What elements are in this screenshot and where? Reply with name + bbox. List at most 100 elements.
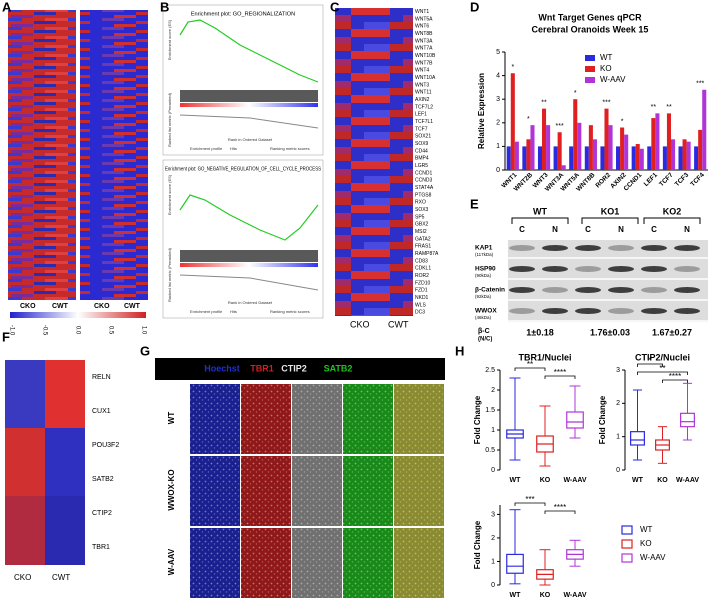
label: (46kDa): [475, 315, 492, 320]
enrichment-curve: [179, 19, 319, 83]
bar: [647, 146, 652, 170]
heatmap: [8, 10, 76, 300]
label: 1.67±0.27: [652, 327, 692, 337]
label: CWT: [124, 303, 141, 310]
label: Enrichment score (ES): [167, 174, 172, 215]
label: Fold Change: [473, 520, 482, 569]
band: [542, 308, 568, 314]
micrograph-texture: [190, 456, 240, 526]
label: *: [574, 90, 577, 97]
label: CWT: [388, 319, 409, 329]
band: [542, 266, 568, 272]
bar: [624, 134, 629, 170]
label: *: [648, 356, 651, 365]
legend-swatch: [621, 539, 633, 549]
bar: [573, 99, 578, 170]
label: Fold Change: [598, 395, 607, 444]
bar: [592, 139, 597, 170]
bar: [670, 139, 676, 170]
label: W-AAV: [676, 477, 699, 484]
bar: [522, 146, 527, 170]
label: W-AAV: [600, 75, 626, 84]
label: N: [618, 225, 624, 234]
label: RELN: [92, 374, 111, 381]
bar: [526, 139, 531, 170]
label: 2: [491, 387, 495, 394]
band: [575, 245, 601, 251]
plot-frame: [162, 4, 324, 156]
band: [542, 245, 568, 251]
label: 4: [496, 72, 500, 79]
bar: [600, 146, 605, 170]
label: FZD10: [415, 280, 431, 286]
blot: [508, 240, 708, 322]
label: *: [511, 64, 514, 71]
colorbar: [10, 312, 146, 318]
bar: [698, 129, 703, 170]
bar: [635, 144, 640, 170]
panel-b: [162, 4, 324, 319]
band: [575, 287, 601, 293]
bar: [506, 146, 511, 170]
bar: [655, 113, 660, 170]
label: 1±0.18: [526, 327, 553, 337]
label: KO: [540, 477, 551, 484]
label: G: [140, 343, 150, 358]
label: 1: [616, 434, 620, 441]
label: 0.5: [485, 447, 495, 454]
band: [542, 287, 568, 293]
label: *: [621, 118, 624, 125]
label: -0.5: [41, 325, 47, 336]
bar: [577, 122, 582, 170]
bar: [604, 108, 609, 170]
label: Enrichment plot: GO_NEGATIVE_REGULATION_…: [165, 166, 321, 172]
sig-bracket: [514, 502, 546, 506]
label: W-AAV: [563, 592, 586, 599]
label: KO: [600, 64, 612, 73]
label: GBX2: [415, 222, 429, 228]
label: KO2: [663, 206, 682, 216]
label: 1.5: [485, 407, 495, 414]
hits: [180, 250, 318, 262]
panel-c: [335, 8, 413, 316]
label: W-AAV: [640, 553, 666, 562]
sig-bracket: [544, 510, 576, 514]
label: B: [160, 0, 169, 14]
label: 1: [491, 558, 495, 565]
label: **: [527, 360, 533, 369]
band: [641, 245, 667, 251]
micrograph-texture: [241, 528, 291, 598]
label: SOX3: [415, 207, 429, 213]
label: CUX1: [92, 408, 111, 415]
label: 2: [491, 535, 495, 542]
band: [674, 266, 700, 272]
metric-curve: [179, 274, 319, 291]
label: GATA2: [415, 236, 431, 242]
label: WNT3: [415, 82, 429, 88]
band: [674, 245, 700, 251]
box: [566, 411, 584, 429]
bar: [584, 146, 589, 170]
label: Hoechst: [204, 363, 240, 373]
label: W-AAV: [167, 548, 176, 575]
label: ***: [602, 99, 610, 106]
box: [506, 553, 524, 574]
label: AXIN2: [415, 97, 430, 103]
label: WT: [510, 477, 522, 484]
label: TCF7: [415, 126, 428, 132]
panel-a: [8, 10, 148, 318]
label: LGR5: [415, 163, 428, 169]
band: [641, 266, 667, 272]
band: [641, 308, 667, 314]
label: WNT8B: [415, 31, 433, 37]
bar: [702, 89, 707, 170]
label: CCND3: [415, 178, 432, 184]
label: H: [455, 343, 464, 358]
label: 1: [496, 143, 500, 150]
sig-bracket: [637, 363, 663, 367]
label: CCND1: [415, 170, 432, 176]
label: CKO: [20, 303, 36, 310]
heatmap-cell: [5, 428, 45, 496]
metric-curve: [179, 114, 319, 129]
